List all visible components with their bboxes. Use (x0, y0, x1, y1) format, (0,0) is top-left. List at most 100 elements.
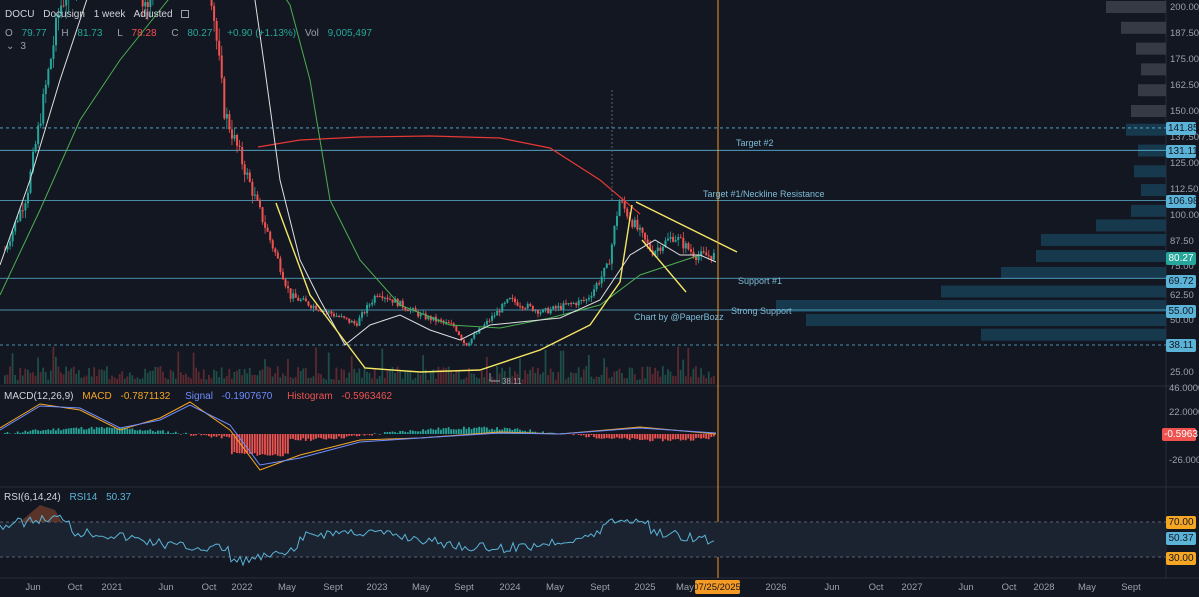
volume-bar (605, 367, 608, 384)
time-axis[interactable]: Jun Oct 2021 Jun Oct 2022 May Sept 2023 May Sept 20… (25, 580, 1141, 594)
candle-body (488, 320, 491, 322)
time-tick-label: 2026 (765, 582, 786, 593)
macd-histogram-bar (455, 429, 458, 434)
adjust[interactable]: Adjusted (133, 9, 173, 20)
ohlc-row: O 79.77 H 81.73 L 78.28 C 80.27 +0.90 (+… (5, 28, 373, 39)
volume-bar (312, 376, 315, 384)
macd-tick-label: -26.0000 (1169, 455, 1199, 466)
volume-bar (218, 377, 220, 384)
macd-histogram-bar (440, 429, 442, 434)
volume-bar (434, 378, 437, 384)
candle-body (661, 246, 664, 251)
candle-body (281, 271, 284, 280)
macd-histogram-bar (442, 428, 445, 434)
volume-bar (281, 373, 284, 384)
symbol[interactable]: DOCU (5, 9, 35, 20)
macd-histogram-bar (154, 431, 157, 434)
volume-bar (75, 373, 78, 384)
volume-bar (70, 368, 73, 384)
volume-bar (401, 378, 404, 384)
candle-body (585, 299, 588, 301)
volume-bar (587, 354, 590, 384)
volume-bar (672, 375, 674, 384)
macd-histogram-bar (106, 427, 108, 434)
candle-body (287, 286, 290, 289)
candle-body (419, 313, 422, 317)
volume-bar (414, 377, 417, 384)
volume-bar (488, 378, 491, 384)
candle-body (345, 317, 348, 319)
candle-body (391, 299, 394, 303)
price-axis[interactable]: 200.00 187.50 175.00 162.50 150.00 137.50 125.… (1170, 2, 1199, 378)
profile-bar (1036, 250, 1166, 262)
settings-icon[interactable] (181, 10, 190, 19)
candle-body (623, 201, 626, 209)
macd-histogram-bar (95, 427, 98, 434)
candle-body (312, 305, 315, 308)
svg-text:38.11: 38.11 (502, 377, 522, 386)
candle-body (496, 310, 499, 316)
volume-bar (355, 372, 358, 384)
macd-histogram-bar (672, 434, 674, 440)
volume-bar (628, 367, 631, 384)
candle-body (322, 310, 325, 312)
macd-panel[interactable]: 46.0000 22.0000 -26.0000 (0, 383, 1199, 471)
macd-histogram-bar (654, 434, 657, 439)
macd-histogram-bar (284, 434, 287, 454)
rsi-panel[interactable] (0, 505, 1166, 567)
horizontal-levels[interactable] (0, 127, 1166, 346)
macd-histogram-bar (317, 434, 320, 438)
macd-histogram-bar (256, 434, 259, 456)
volume-bar (225, 376, 228, 384)
layers-toggle[interactable]: ⌄ 3 (6, 41, 32, 52)
macd-histogram-bar (450, 429, 453, 434)
rsi-line (0, 514, 715, 567)
volume-bar (52, 346, 55, 384)
volume-bar (353, 368, 356, 384)
price-tick-label: 162.50 (1170, 80, 1199, 91)
interval[interactable]: 1 week (93, 9, 126, 20)
cup-and-handle-pattern[interactable] (275, 201, 738, 373)
macd-histogram-bar (399, 431, 402, 434)
volume-bar (93, 367, 96, 384)
macd-histogram-bar (605, 434, 608, 438)
candle-body (26, 192, 29, 204)
macd-histogram-bar (108, 427, 111, 434)
candle-body (62, 5, 65, 7)
macd-histogram-bar (126, 428, 129, 434)
candlesticks[interactable] (4, 0, 715, 347)
volume-bar (667, 369, 669, 384)
macd-histogram-bar (325, 434, 328, 440)
price-tick-label: 200.00 (1170, 2, 1199, 13)
volume-bar (531, 366, 534, 384)
macd-histogram-bar (366, 434, 368, 435)
volume-bar (567, 377, 570, 384)
tag-141: 141.85 (1166, 122, 1199, 135)
volume-bar (233, 371, 236, 384)
candle-body (534, 310, 537, 312)
macd-histogram-bar (600, 434, 603, 439)
macd-histogram-bar (62, 429, 65, 434)
macd-histogram-bar (144, 430, 147, 434)
volume-bar (565, 379, 567, 384)
volume-bar (177, 351, 180, 384)
company-name[interactable]: Docusign (43, 9, 85, 20)
volume-bar (707, 371, 710, 384)
time-tick-label: 2022 (231, 582, 252, 593)
volume-bar (631, 368, 634, 384)
candle-body (511, 298, 514, 300)
volume-bar (432, 369, 435, 384)
macd-histogram-bar (700, 434, 702, 439)
candle-body (363, 312, 366, 314)
candle-body (677, 237, 680, 241)
candle-body (457, 331, 460, 335)
price-tick-label: 25.00 (1170, 367, 1194, 378)
volume-bar (700, 368, 702, 384)
candle-body (6, 245, 9, 250)
candle-body (406, 309, 409, 312)
macd-histogram-bar (167, 431, 169, 434)
candle-body (409, 309, 412, 312)
candle-body (335, 315, 338, 317)
macd-histogram-bar (294, 434, 297, 441)
